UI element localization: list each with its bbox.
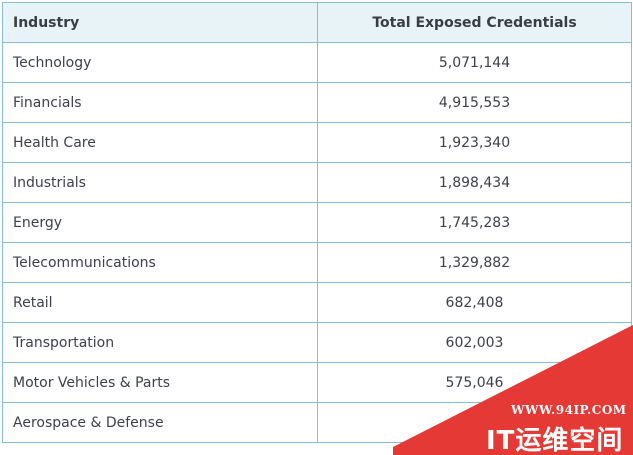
table-row: Motor Vehicles & Parts 575,046: [2, 362, 632, 403]
industry-cell: Technology: [2, 42, 318, 83]
credentials-cell: 682,408: [317, 282, 632, 323]
industry-cell: Motor Vehicles & Parts: [2, 362, 318, 403]
table-row: Health Care 1,923,340: [2, 122, 632, 163]
industry-cell: Aerospace & Defense: [2, 402, 318, 443]
credentials-cell: 1,898,434: [317, 162, 632, 203]
watermark-url: WWW.94IP.COM: [511, 403, 627, 417]
column-header-total-exposed-credentials: Total Exposed Credentials: [317, 2, 632, 43]
table-row: Energy 1,745,283: [2, 202, 632, 243]
credentials-cell: 602,003: [317, 322, 632, 363]
credentials-table: Industry Total Exposed Credentials Techn…: [2, 2, 632, 443]
credentials-cell: 575,046: [317, 362, 632, 403]
credentials-cell: 1,329,882: [317, 242, 632, 283]
credentials-cell: 5,071,144: [317, 42, 632, 83]
credentials-cell: 1,923,340: [317, 122, 632, 163]
table-row: Transportation 602,003: [2, 322, 632, 363]
table-row: Technology 5,071,144: [2, 42, 632, 83]
credentials-cell: 4,915,553: [317, 82, 632, 123]
table-header-row: Industry Total Exposed Credentials: [2, 2, 632, 43]
column-header-industry: Industry: [2, 2, 318, 43]
industry-cell: Telecommunications: [2, 242, 318, 283]
industry-cell: Health Care: [2, 122, 318, 163]
table-row: Industrials 1,898,434: [2, 162, 632, 203]
industry-cell: Retail: [2, 282, 318, 323]
table-row: Retail 682,408: [2, 282, 632, 323]
watermark-name: IT运维空间: [486, 426, 624, 455]
table-row: Telecommunications 1,329,882: [2, 242, 632, 283]
industry-cell: Industrials: [2, 162, 318, 203]
table-row: Financials 4,915,553: [2, 82, 632, 123]
credentials-cell: 1,745,283: [317, 202, 632, 243]
industry-cell: Transportation: [2, 322, 318, 363]
industry-cell: Energy: [2, 202, 318, 243]
industry-cell: Financials: [2, 82, 318, 123]
